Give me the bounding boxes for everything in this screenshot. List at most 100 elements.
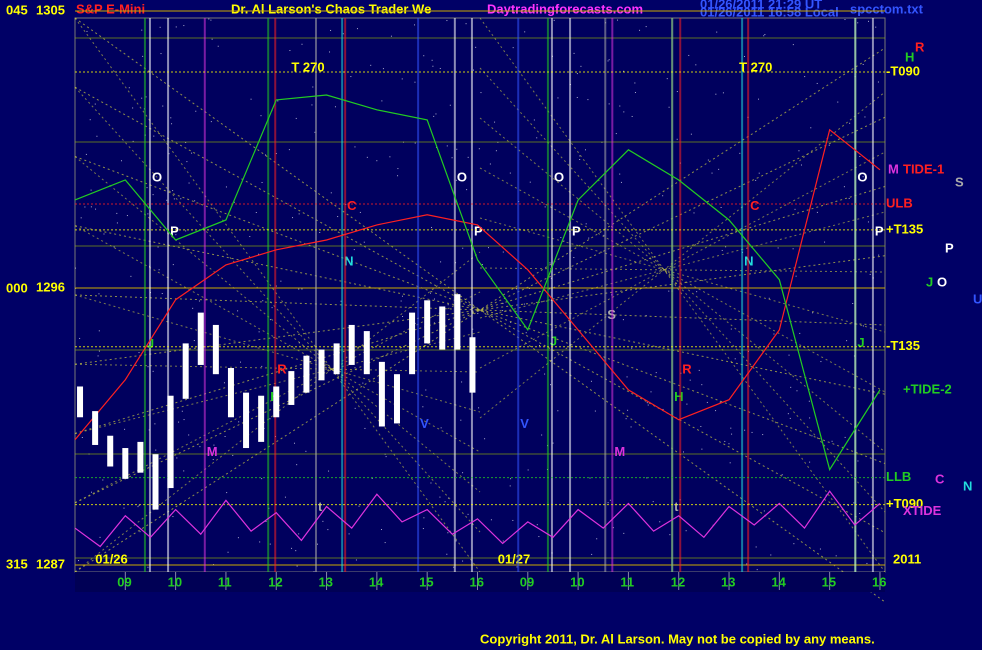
star — [646, 402, 648, 404]
star — [794, 208, 796, 210]
price-bar — [363, 331, 370, 375]
star — [354, 407, 356, 409]
star — [796, 390, 798, 392]
star — [191, 152, 193, 154]
price-bar — [92, 411, 99, 445]
star — [158, 269, 160, 271]
star — [707, 159, 709, 161]
star — [152, 194, 154, 196]
star — [467, 513, 469, 515]
star — [132, 140, 134, 142]
event-label: P — [170, 223, 179, 238]
star — [296, 565, 298, 567]
star — [609, 499, 611, 501]
side-label: R — [915, 39, 925, 54]
star — [480, 92, 482, 94]
star — [180, 198, 182, 200]
diagonal — [479, 167, 886, 393]
x-tick-label: 12 — [671, 574, 685, 589]
star — [798, 150, 800, 152]
star — [97, 355, 99, 357]
star — [261, 182, 263, 184]
star — [152, 370, 154, 372]
star — [698, 369, 700, 371]
star — [585, 223, 587, 225]
star — [758, 172, 760, 174]
star — [328, 470, 330, 472]
timestamp: 01/26/2011 21:29 UT — [700, 0, 822, 11]
star — [159, 26, 161, 28]
star — [172, 264, 174, 266]
side-label: O — [937, 274, 947, 289]
star — [376, 160, 378, 162]
star — [385, 456, 387, 458]
star — [746, 563, 748, 565]
star — [170, 117, 172, 119]
star — [312, 86, 314, 88]
star — [138, 504, 140, 506]
star — [857, 460, 859, 462]
event-label: R — [682, 361, 692, 376]
price-bar — [197, 312, 204, 365]
star — [764, 34, 766, 36]
side-label: U — [973, 291, 982, 306]
star — [512, 47, 514, 49]
star — [414, 81, 416, 83]
star — [422, 406, 424, 408]
star — [316, 543, 318, 545]
star — [645, 26, 647, 28]
y-tick-label: 1305 — [36, 2, 65, 17]
star — [160, 53, 162, 55]
date-label: 01/26 — [95, 551, 128, 566]
price-bar — [167, 395, 174, 489]
price-bar — [288, 371, 295, 405]
star — [835, 555, 837, 557]
star — [455, 540, 457, 542]
star — [440, 261, 442, 263]
star — [869, 273, 871, 275]
star — [185, 230, 187, 232]
star — [446, 145, 448, 147]
star — [227, 551, 229, 553]
star — [183, 25, 185, 27]
y-tick-label: 1287 — [36, 556, 65, 571]
star — [475, 46, 477, 48]
star — [626, 376, 628, 378]
x-tick-label: 11 — [620, 574, 634, 589]
star — [623, 532, 625, 534]
star — [440, 427, 442, 429]
star — [560, 237, 562, 239]
star — [701, 384, 703, 386]
star — [434, 298, 435, 300]
star — [319, 231, 321, 233]
star — [292, 217, 294, 219]
star — [265, 154, 267, 156]
star — [608, 103, 610, 105]
star — [755, 546, 757, 548]
event-label: V — [520, 416, 529, 431]
star — [98, 350, 100, 352]
star — [401, 78, 403, 80]
star — [188, 182, 190, 184]
star — [622, 319, 624, 321]
star — [301, 43, 303, 45]
star — [275, 153, 277, 155]
star — [809, 417, 811, 419]
star — [139, 531, 141, 533]
star — [381, 529, 382, 531]
star — [172, 516, 174, 518]
price-bar — [378, 361, 385, 427]
star — [544, 373, 546, 375]
star — [662, 195, 664, 197]
price-bar — [152, 454, 159, 510]
star — [848, 198, 850, 200]
star — [721, 249, 723, 251]
star — [137, 506, 139, 508]
event-label: M — [207, 444, 218, 459]
star — [844, 436, 846, 438]
star — [539, 345, 541, 347]
x-tick-label: 15 — [822, 574, 836, 589]
price-bar — [333, 343, 340, 375]
star — [433, 322, 435, 324]
price-bar — [227, 368, 234, 418]
